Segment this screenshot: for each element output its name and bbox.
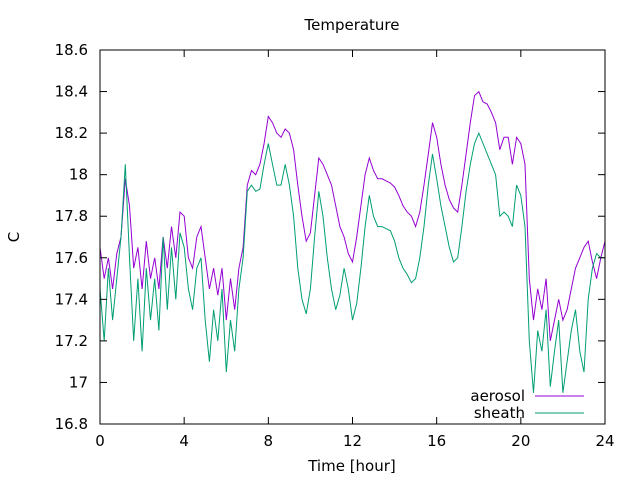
y-axis-label: C	[5, 232, 23, 242]
x-tick-label: 16	[427, 432, 446, 450]
x-tick-label: 24	[595, 432, 614, 450]
x-tick-label: 0	[95, 432, 105, 450]
y-tick-label: 17	[69, 373, 88, 391]
y-tick-label: 18.6	[55, 41, 88, 59]
x-tick-label: 12	[343, 432, 362, 450]
y-tick-label: 17.2	[55, 332, 88, 350]
legend-label-aerosol: aerosol	[470, 387, 525, 405]
y-tick-label: 17.6	[55, 249, 88, 267]
y-tick-label: 18.4	[55, 83, 88, 101]
y-tick-label: 17.8	[55, 207, 88, 225]
x-tick-label: 8	[264, 432, 274, 450]
ticks-layer: 0 4 8 12 16 20 24 16.8 17 17.2 17.4 17.6 17.8 18 18.2 1…	[55, 41, 615, 450]
y-tick-label: 16.8	[55, 415, 88, 433]
chart-title: Temperature	[303, 16, 399, 34]
legend-label-sheath: sheath	[474, 404, 525, 422]
series-line-aerosol	[99, 90, 606, 341]
y-tick-label: 18	[69, 166, 88, 184]
series-line-sheath	[99, 131, 605, 393]
y-tick-label: 18.2	[55, 124, 88, 142]
y-tick-label: 17.4	[55, 290, 88, 308]
series-layer	[99, 90, 606, 393]
x-tick-label: 4	[179, 432, 189, 450]
x-axis-label: Time [hour]	[307, 457, 396, 475]
x-tick-label: 20	[511, 432, 530, 450]
